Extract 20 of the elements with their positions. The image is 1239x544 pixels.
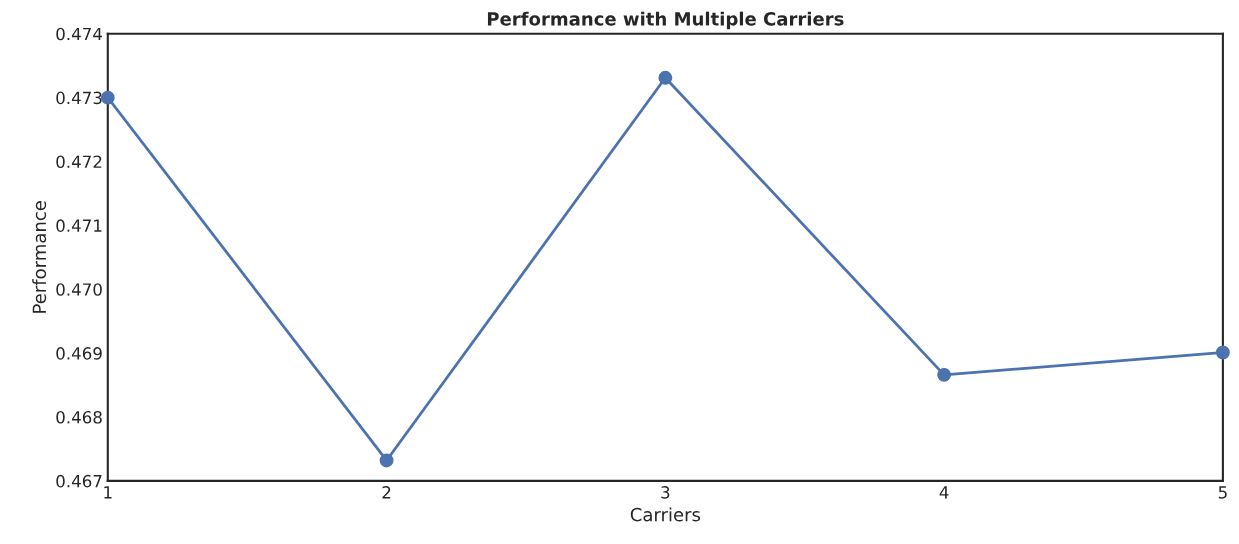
y-tick-label: 0.473 bbox=[56, 91, 102, 105]
y-tick-label: 0.471 bbox=[56, 219, 102, 232]
x-axis-title: Carriers bbox=[630, 507, 701, 522]
x-tick-label: 3 bbox=[661, 486, 670, 499]
x-tick-label: 4 bbox=[939, 486, 949, 499]
x-tick-label: 1 bbox=[104, 486, 112, 499]
y-tick-label: 0.474 bbox=[56, 27, 102, 41]
y-axis-title: Performance bbox=[32, 201, 47, 313]
x-tick-label: 2 bbox=[382, 486, 391, 499]
point bbox=[1215, 345, 1230, 360]
chart-title: Performance with Multiple Carriers bbox=[487, 11, 844, 30]
y-tick-label: 0.469 bbox=[56, 347, 102, 360]
y-tick-label: 0.467 bbox=[56, 474, 102, 488]
y-tick-label: 0.468 bbox=[56, 410, 102, 424]
y-tick-label: 0.472 bbox=[56, 155, 102, 169]
point bbox=[937, 367, 952, 382]
y-tick-label: 0.470 bbox=[56, 283, 102, 296]
point bbox=[658, 70, 673, 85]
point bbox=[379, 453, 394, 468]
x-tick-label: 5 bbox=[1218, 486, 1227, 499]
